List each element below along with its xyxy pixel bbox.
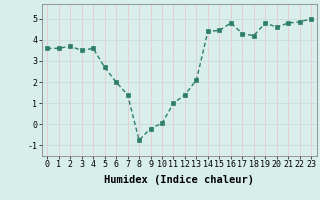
X-axis label: Humidex (Indice chaleur): Humidex (Indice chaleur)	[104, 175, 254, 185]
